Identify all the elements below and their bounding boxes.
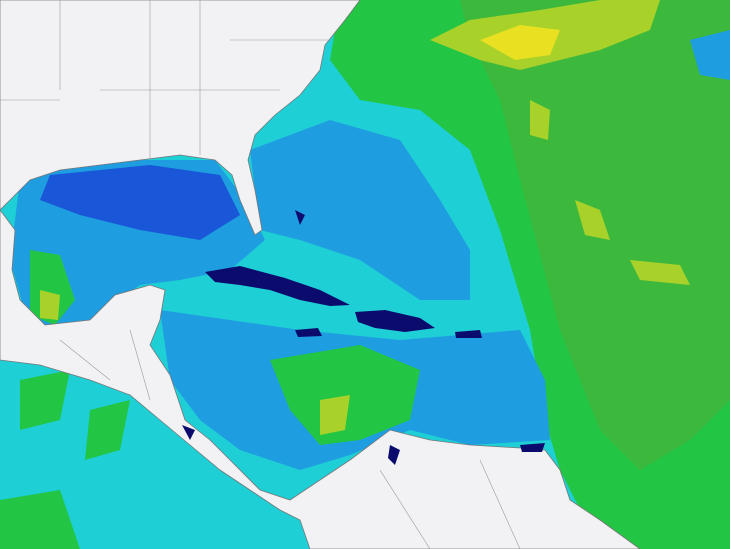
bahamas-blue bbox=[250, 120, 470, 300]
blue-patch bbox=[690, 30, 730, 80]
pacific-green bbox=[0, 370, 130, 549]
gulf-dark-blue bbox=[40, 165, 240, 240]
gulf-yellow bbox=[40, 290, 60, 320]
caribbean-green bbox=[270, 345, 420, 445]
cuba bbox=[205, 266, 350, 306]
central-south-america bbox=[0, 209, 641, 549]
borders bbox=[0, 0, 521, 549]
north-america bbox=[0, 0, 361, 236]
pacific-zone bbox=[0, 360, 310, 549]
yellow-zone bbox=[480, 25, 560, 60]
caribbean-yellow bbox=[320, 395, 350, 435]
yellow-green-patches bbox=[530, 100, 690, 285]
islands bbox=[182, 210, 545, 465]
hispaniola bbox=[355, 310, 435, 332]
